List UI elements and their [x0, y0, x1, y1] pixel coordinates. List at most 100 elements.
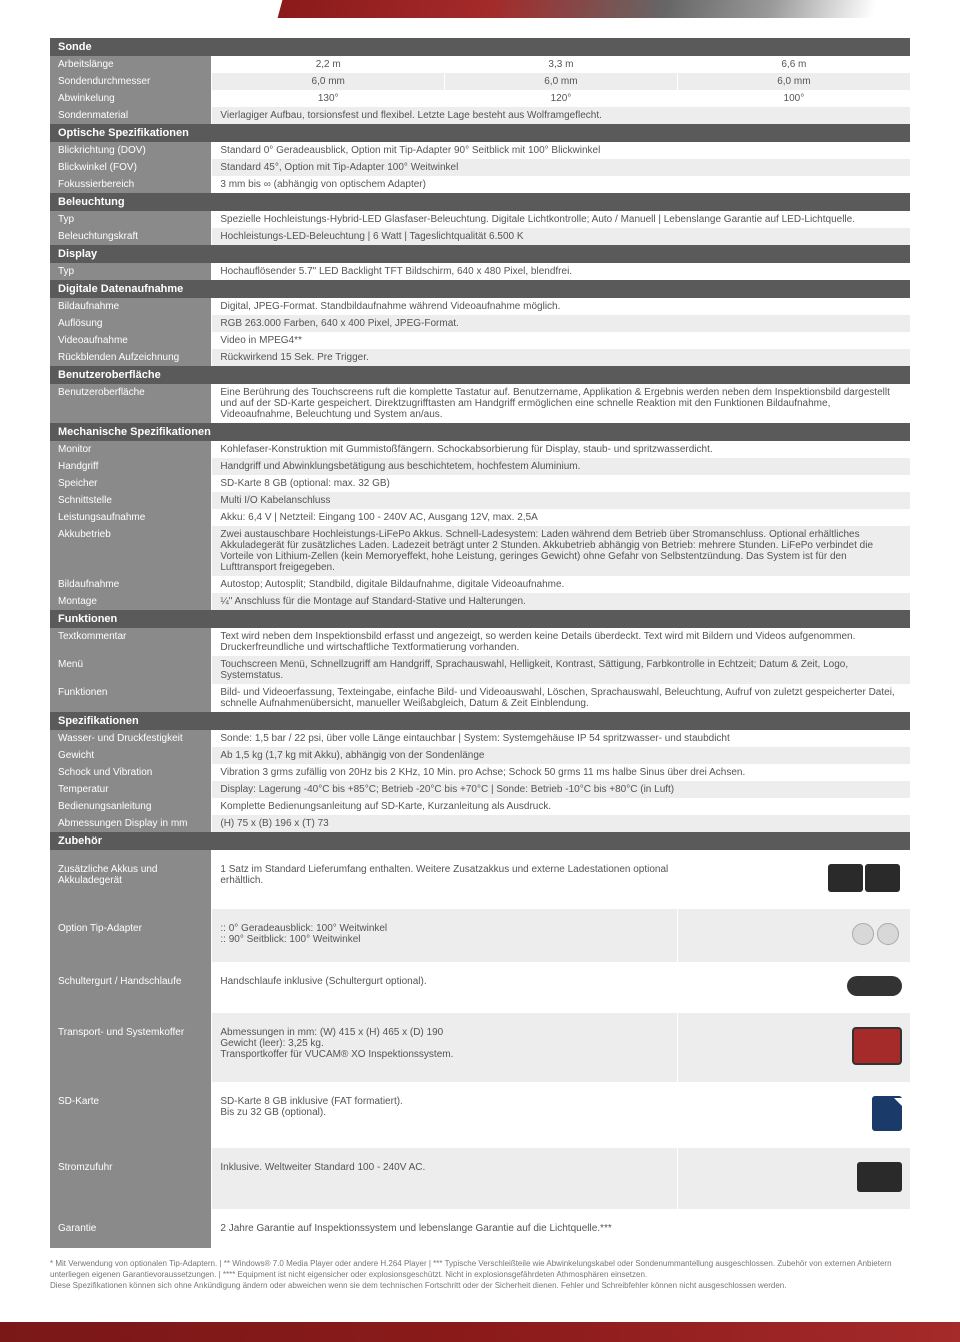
row-label: Schock und Vibration — [50, 764, 212, 781]
spec-row: Blickwinkel (FOV)Standard 45°, Option mi… — [50, 159, 910, 176]
spec-row: BeleuchtungskraftHochleistungs-LED-Beleu… — [50, 228, 910, 245]
row-label: Temperatur — [50, 781, 212, 798]
row-value: Bild- und Videoerfassung, Texteingabe, e… — [212, 684, 910, 712]
accessory-image — [677, 1013, 910, 1082]
section-title: Sonde — [50, 38, 910, 56]
row-value: Standard 45°, Option mit Tip-Adapter 100… — [212, 159, 910, 176]
footer-bar — [0, 1322, 960, 1342]
section-header: Sonde — [50, 38, 910, 56]
row-value: RGB 263.000 Farben, 640 x 400 Pixel, JPE… — [212, 315, 910, 332]
spec-row: Option Tip-Adapter:: 0° Geradeausblick: … — [50, 909, 910, 962]
section-header: Beleuchtung — [50, 193, 910, 211]
row-value: 6,0 mm — [212, 73, 445, 90]
row-label: Beleuchtungskraft — [50, 228, 212, 245]
row-label: Handgriff — [50, 458, 212, 475]
spec-row: AkkubetriebZwei austauschbare Hochleistu… — [50, 526, 910, 576]
spec-row: TypHochauflösender 5.7" LED Backlight TF… — [50, 263, 910, 280]
header-stripe — [278, 0, 960, 18]
row-value: Zwei austauschbare Hochleistungs-LiFePo … — [212, 526, 910, 576]
row-value: Handschlaufe inklusive (Schultergurt opt… — [212, 962, 677, 1013]
row-value: 3,3 m — [445, 56, 678, 73]
section-header: Display — [50, 245, 910, 263]
row-value: Standard 0° Geradeausblick, Option mit T… — [212, 142, 910, 159]
row-value: Akku: 6,4 V | Netzteil: Eingang 100 - 24… — [212, 509, 910, 526]
row-value: Spezielle Hochleistungs-Hybrid-LED Glasf… — [212, 211, 910, 228]
row-value: Inklusive. Weltweiter Standard 100 - 240… — [212, 1148, 677, 1209]
row-label: Sondenmaterial — [50, 107, 212, 124]
row-label: Bedienungsanleitung — [50, 798, 212, 815]
section-title: Optische Spezifikationen — [50, 124, 910, 142]
spec-row: SD-KarteSD-Karte 8 GB inklusive (FAT for… — [50, 1082, 910, 1148]
row-label: Gewicht — [50, 747, 212, 764]
row-label: Arbeitslänge — [50, 56, 212, 73]
row-value: Sonde: 1,5 bar / 22 psi, über volle Läng… — [212, 730, 910, 747]
spec-row: AuflösungRGB 263.000 Farben, 640 x 400 P… — [50, 315, 910, 332]
row-value: Hochleistungs-LED-Beleuchtung | 6 Watt |… — [212, 228, 910, 245]
spec-row: Garantie2 Jahre Garantie auf Inspektions… — [50, 1209, 910, 1248]
spec-row: TypSpezielle Hochleistungs-Hybrid-LED Gl… — [50, 211, 910, 228]
row-label: SD-Karte — [50, 1082, 212, 1148]
spec-row: StromzufuhrInklusive. Weltweiter Standar… — [50, 1148, 910, 1209]
row-value: 100° — [677, 90, 910, 107]
accessory-image — [677, 1209, 910, 1248]
row-value: Hochauflösender 5.7" LED Backlight TFT B… — [212, 263, 910, 280]
section-header: Spezifikationen — [50, 712, 910, 730]
section-title: Benutzeroberfläche — [50, 366, 910, 384]
spec-row: Rückblenden AufzeichnungRückwirkend 15 S… — [50, 349, 910, 366]
row-value: Display: Lagerung -40°C bis +85°C; Betri… — [212, 781, 910, 798]
row-value: 2,2 m — [212, 56, 445, 73]
row-value: 2 Jahre Garantie auf Inspektionssystem u… — [212, 1209, 677, 1248]
section-header: Mechanische Spezifikationen — [50, 423, 910, 441]
section-title: Beleuchtung — [50, 193, 910, 211]
row-label: Blickrichtung (DOV) — [50, 142, 212, 159]
row-value: Vierlagiger Aufbau, torsionsfest und fle… — [212, 107, 910, 124]
row-value: Handgriff und Abwinklungsbetätigung aus … — [212, 458, 910, 475]
row-label: Videoaufnahme — [50, 332, 212, 349]
row-label: Funktionen — [50, 684, 212, 712]
section-header: Funktionen — [50, 610, 910, 628]
spec-row: Schultergurt / HandschlaufeHandschlaufe … — [50, 962, 910, 1013]
accessory-image — [677, 1082, 910, 1148]
row-value: 6,0 mm — [445, 73, 678, 90]
section-title: Display — [50, 245, 910, 263]
row-label: Schultergurt / Handschlaufe — [50, 962, 212, 1013]
row-label: Typ — [50, 263, 212, 280]
spec-row: Fokussierbereich3 mm bis ∞ (abhängig von… — [50, 176, 910, 193]
spec-row: HandgriffHandgriff und Abwinklungsbetäti… — [50, 458, 910, 475]
section-title: Mechanische Spezifikationen — [50, 423, 910, 441]
row-value: ¼" Anschluss für die Montage auf Standar… — [212, 593, 910, 610]
row-value: 1 Satz im Standard Lieferumfang enthalte… — [212, 850, 677, 909]
spec-row: BildaufnahmeDigital, JPEG-Format. Standb… — [50, 298, 910, 315]
row-label: Wasser- und Druckfestigkeit — [50, 730, 212, 747]
spec-row: MonitorKohlefaser-Konstruktion mit Gummi… — [50, 441, 910, 458]
row-label: Textkommentar — [50, 628, 212, 656]
row-label: Montage — [50, 593, 212, 610]
row-label: Stromzufuhr — [50, 1148, 212, 1209]
row-value: Multi I/O Kabelanschluss — [212, 492, 910, 509]
row-value: Eine Berührung des Touchscreens ruft die… — [212, 384, 910, 423]
spec-row: Abwinkelung130°120°100° — [50, 90, 910, 107]
section-header: Digitale Datenaufnahme — [50, 280, 910, 298]
spec-row: BedienungsanleitungKomplette Bedienungsa… — [50, 798, 910, 815]
spec-row: BildaufnahmeAutostop; Autosplit; Standbi… — [50, 576, 910, 593]
row-label: Rückblenden Aufzeichnung — [50, 349, 212, 366]
row-label: Monitor — [50, 441, 212, 458]
row-label: Akkubetrieb — [50, 526, 212, 576]
row-label: Fokussierbereich — [50, 176, 212, 193]
section-header: Benutzeroberfläche — [50, 366, 910, 384]
row-value: Digital, JPEG-Format. Standbildaufnahme … — [212, 298, 910, 315]
spec-row: FunktionenBild- und Videoerfassung, Text… — [50, 684, 910, 712]
spec-table: SondeArbeitslänge2,2 m3,3 m6,6 m Sondendu… — [50, 38, 910, 1248]
row-value: :: 0° Geradeausblick: 100° Weitwinkel ::… — [212, 909, 677, 962]
row-value: Text wird neben dem Inspektionsbild erfa… — [212, 628, 910, 656]
row-label: Transport- und Systemkoffer — [50, 1013, 212, 1082]
row-label: Speicher — [50, 475, 212, 492]
row-label: Abwinkelung — [50, 90, 212, 107]
row-value: 6,6 m — [677, 56, 910, 73]
row-label: Sondendurchmesser — [50, 73, 212, 90]
row-label: Schnittstelle — [50, 492, 212, 509]
row-label: Typ — [50, 211, 212, 228]
row-value: Autostop; Autosplit; Standbild, digitale… — [212, 576, 910, 593]
section-title: Digitale Datenaufnahme — [50, 280, 910, 298]
spec-row: Zusätzliche Akkus und Akkuladegerät1 Sat… — [50, 850, 910, 909]
